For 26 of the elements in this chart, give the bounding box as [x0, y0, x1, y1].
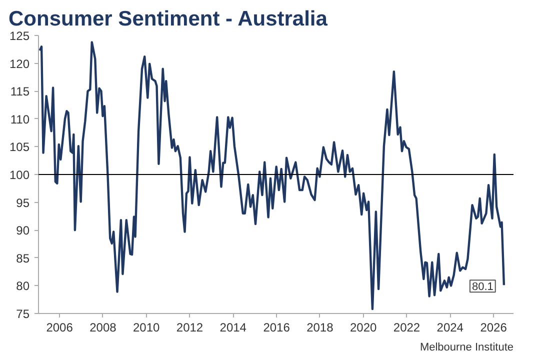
x-tick-label: 2020: [350, 320, 378, 334]
x-tick-label: 2010: [133, 320, 160, 334]
x-tick-label: 2006: [46, 320, 74, 334]
x-tick-label: 2008: [90, 320, 117, 334]
y-tick-label: 85: [16, 251, 30, 266]
x-tick-label: 2024: [436, 320, 464, 334]
x-tick-label: 2026: [480, 320, 508, 334]
x-tick-label: 2018: [306, 320, 334, 334]
y-tick-label: 105: [9, 140, 30, 154]
x-tick-label: 2022: [393, 320, 420, 334]
y-tick-label: 100: [9, 168, 30, 182]
y-tick-label: 115: [10, 84, 30, 99]
y-tick-label: 120: [9, 56, 30, 71]
y-tick-label: 125: [9, 29, 30, 43]
x-tick-label: 2012: [176, 320, 204, 334]
y-tick-label: 80: [16, 279, 30, 294]
text: Melbourne Institute: [420, 342, 514, 354]
y-tick-label: 75: [16, 307, 30, 321]
x-tick-label: 2014: [220, 320, 247, 334]
x-tick-label: 2016: [263, 320, 290, 334]
annotation: 80.1: [472, 281, 494, 294]
y-tick-label: 110: [10, 112, 30, 126]
y-tick-label: 90: [16, 224, 30, 238]
chart-title: Consumer Sentiment - Australia: [8, 8, 328, 30]
y-tick-label: 95: [16, 196, 30, 210]
line-series: [38, 41, 506, 310]
